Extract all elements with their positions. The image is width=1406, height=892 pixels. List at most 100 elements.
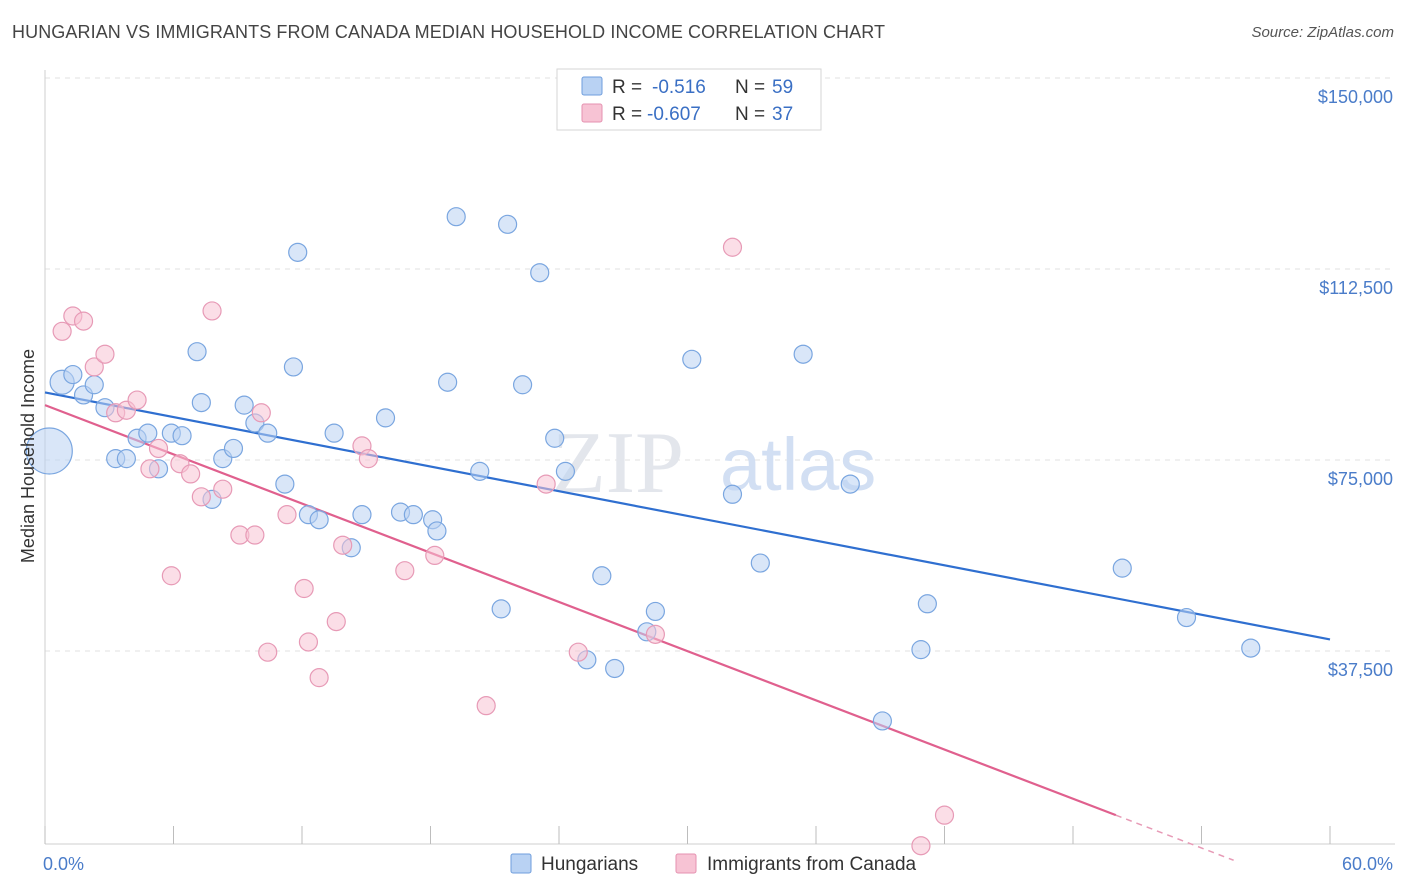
point-canada-2: [73, 311, 94, 331]
point-canada-35: [934, 805, 955, 825]
legend-r-value-2: -0.607: [647, 104, 701, 125]
point-canada-3: [84, 357, 104, 377]
grid: [45, 77, 1395, 652]
point-hungarians-42: [555, 461, 576, 481]
point-hungarians-34: [438, 372, 458, 392]
point-canada-4: [95, 344, 115, 364]
point-canada-12: [181, 464, 201, 484]
series-legend-canada: Immigrants from Canada: [707, 854, 917, 875]
point-hungarians-51: [793, 344, 813, 364]
series-legend: Hungarians Immigrants from Canada: [510, 853, 917, 875]
point-canada-29: [425, 545, 445, 566]
point-hungarians-18: [234, 395, 254, 415]
point-hungarians-58: [1241, 638, 1261, 658]
point-canada-14: [202, 301, 222, 321]
x-tick-label-0: 0.0%: [43, 854, 84, 874]
point-canada-23: [309, 668, 329, 688]
series-legend-hungarians: Hungarians: [541, 854, 638, 875]
watermark-zip: ZIP: [552, 415, 684, 512]
point-hungarians-48: [682, 349, 702, 369]
point-canada-7: [127, 390, 147, 410]
point-hungarians-2: [63, 364, 83, 385]
point-hungarians-54: [911, 640, 931, 660]
watermark-atlas: atlas: [720, 423, 876, 506]
y-tick-label-2: $75,000: [1328, 469, 1393, 489]
legend-n-label-1: N =: [735, 77, 765, 98]
point-hungarians-40: [530, 263, 550, 283]
point-hungarians-41: [545, 428, 565, 448]
point-hungarians-45: [605, 658, 625, 679]
point-canada-28: [395, 561, 415, 581]
point-hungarians-0: [25, 427, 73, 475]
y-tick-label-0: $150,000: [1318, 87, 1393, 107]
point-canada-30: [476, 696, 496, 716]
point-hungarians-20: [258, 423, 278, 443]
point-hungarians-13: [187, 342, 207, 362]
point-hungarians-56: [1112, 558, 1132, 578]
point-hungarians-17: [223, 438, 244, 459]
series-legend-swatch-hungarians: [510, 853, 532, 874]
point-canada-20: [277, 505, 297, 525]
y-tick-labels: $150,000 $112,500 $75,000 $37,500: [1318, 87, 1393, 680]
x-tick-labels: 0.0% 60.0%: [43, 854, 1393, 874]
x-tick-label-1: 60.0%: [1342, 854, 1393, 874]
point-canada-19: [258, 642, 278, 662]
point-hungarians-38: [498, 214, 518, 234]
legend-r-label-2: R =: [612, 104, 642, 125]
point-canada-0: [52, 321, 72, 341]
point-hungarians-37: [491, 599, 511, 619]
point-hungarians-55: [917, 594, 937, 614]
point-canada-31: [536, 474, 556, 494]
point-hungarians-7: [116, 449, 136, 469]
point-hungarians-35: [446, 207, 466, 227]
point-hungarians-25: [309, 510, 329, 530]
legend-n-value-1: 59: [772, 77, 793, 98]
point-hungarians-39: [512, 375, 533, 395]
y-tick-label-3: $37,500: [1328, 660, 1393, 680]
point-hungarians-31: [403, 505, 423, 525]
trend-lines: [44, 391, 1331, 861]
y-axis-title: Median Household Income: [18, 349, 38, 563]
point-hungarians-28: [352, 505, 372, 525]
point-canada-32: [568, 642, 588, 662]
point-canada-34: [911, 836, 931, 856]
point-canada-21: [294, 578, 314, 599]
point-hungarians-14: [191, 393, 211, 413]
trend-line-canada: [44, 404, 1117, 817]
point-hungarians-50: [750, 553, 770, 573]
point-hungarians-52: [840, 474, 860, 494]
point-hungarians-47: [645, 601, 665, 622]
trend-line-hungarians: [44, 391, 1331, 641]
chart-title: HUNGARIAN VS IMMIGRANTS FROM CANADA MEDI…: [12, 22, 886, 42]
point-hungarians-49: [722, 484, 743, 504]
watermark: ZIP atlas: [552, 415, 876, 512]
point-canada-13: [191, 487, 211, 507]
legend-n-value-2: 37: [772, 104, 793, 125]
trend-line-canada-extension: [1115, 814, 1234, 861]
point-canada-10: [161, 566, 181, 586]
y-tick-label-1: $112,500: [1319, 278, 1393, 298]
point-canada-27: [358, 449, 378, 469]
point-hungarians-36: [470, 461, 490, 481]
point-canada-25: [333, 535, 353, 555]
point-hungarians-33: [427, 521, 447, 541]
point-hungarians-12: [172, 426, 192, 446]
point-hungarians-57: [1176, 607, 1197, 628]
point-canada-18: [251, 403, 271, 423]
point-canada-22: [298, 632, 319, 652]
series-legend-swatch-canada: [675, 853, 697, 874]
point-hungarians-44: [592, 566, 612, 586]
stats-legend: R = -0.516 N = 59 R = -0.607 N = 37: [556, 68, 822, 131]
legend-r-label-1: R =: [612, 77, 642, 98]
point-hungarians-9: [138, 423, 158, 443]
point-hungarians-23: [288, 242, 308, 262]
chart-source: Source: ZipAtlas.com: [1251, 24, 1394, 41]
point-hungarians-21: [275, 474, 295, 494]
legend-r-value-1: -0.516: [652, 77, 706, 98]
point-hungarians-26: [324, 423, 344, 443]
point-canada-8: [140, 459, 160, 479]
point-hungarians-4: [84, 375, 104, 395]
point-canada-33: [722, 237, 743, 257]
legend-swatch-blue: [581, 76, 603, 96]
